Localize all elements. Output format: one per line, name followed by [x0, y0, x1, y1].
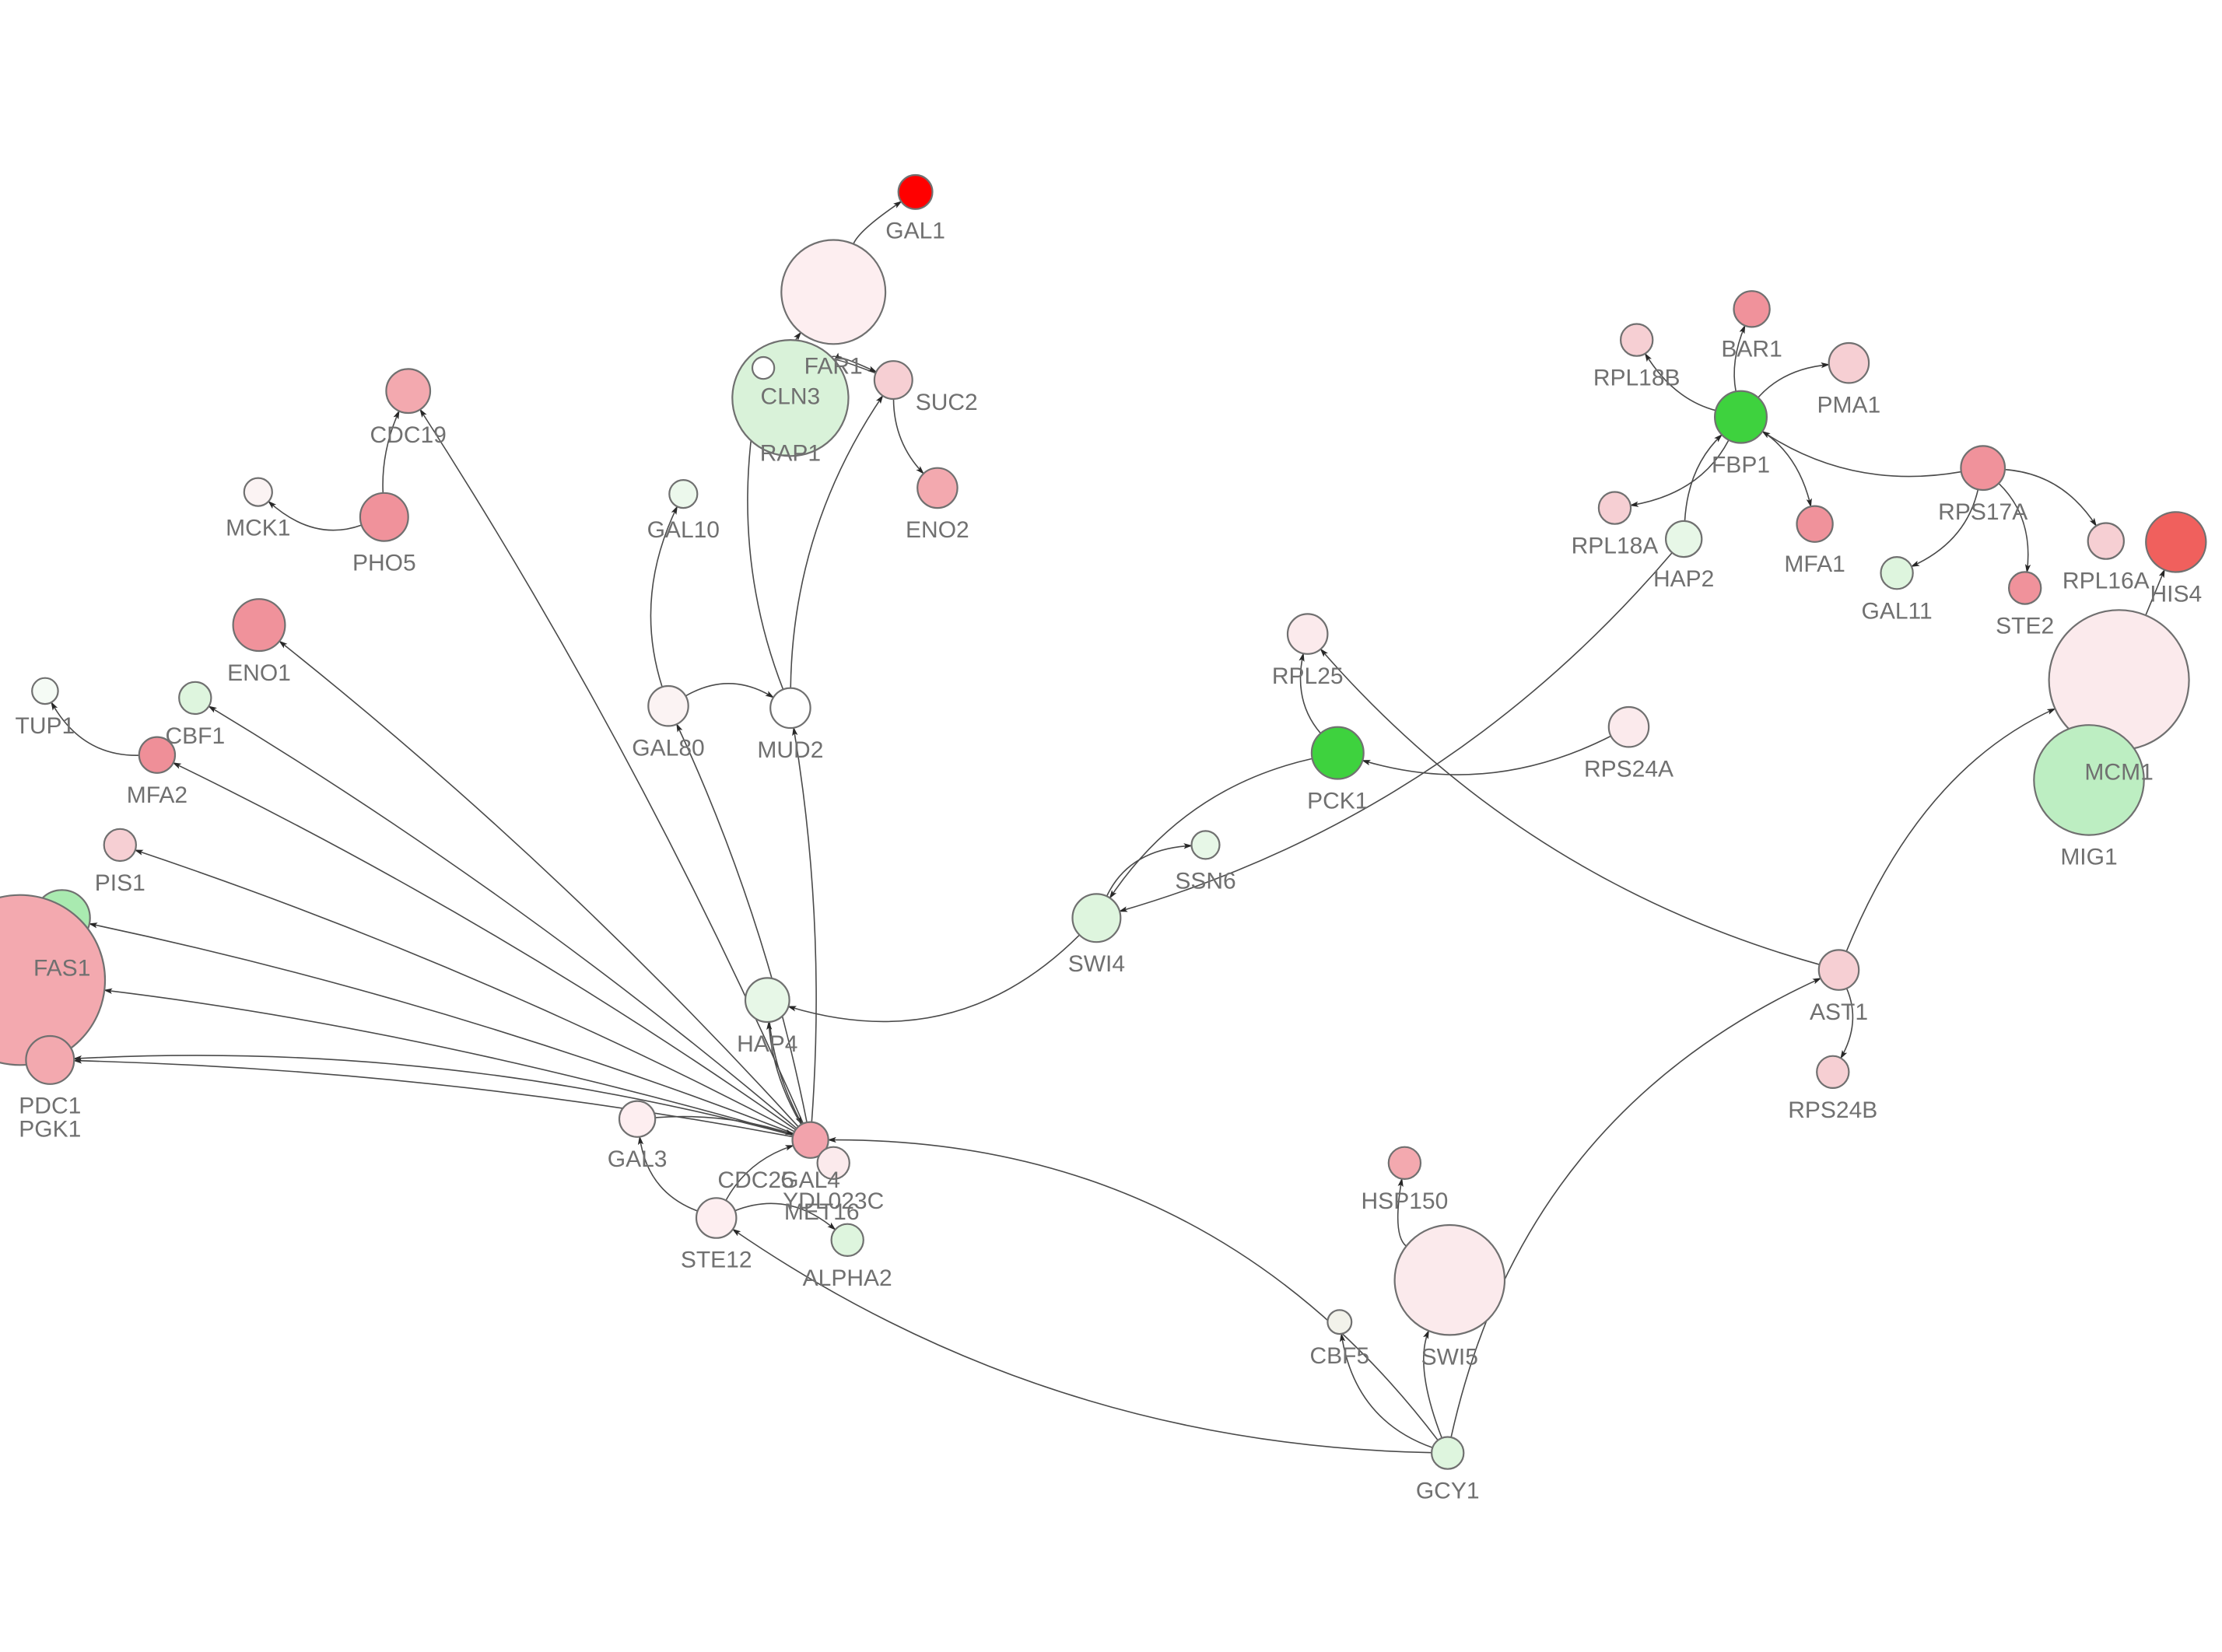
- svg-text:PHO5: PHO5: [352, 551, 416, 576]
- svg-text:SWI4: SWI4: [1068, 951, 1125, 977]
- svg-text:SWI5: SWI5: [1421, 1344, 1478, 1370]
- svg-text:TUP1: TUP1: [16, 713, 75, 739]
- svg-text:CDC19: CDC19: [370, 422, 447, 448]
- svg-text:RPL18B: RPL18B: [1593, 366, 1681, 391]
- svg-text:RPL18A: RPL18A: [1572, 534, 1659, 559]
- svg-text:PDC1: PDC1: [19, 1094, 81, 1119]
- svg-text:MCM1: MCM1: [2084, 759, 2153, 785]
- svg-text:PCK1: PCK1: [1307, 789, 1368, 814]
- svg-text:FAS1: FAS1: [33, 955, 90, 981]
- svg-text:ENO1: ENO1: [227, 660, 291, 686]
- svg-text:GAL1: GAL1: [885, 219, 945, 244]
- svg-text:MIG1: MIG1: [2060, 845, 2117, 870]
- svg-text:GAL10: GAL10: [647, 517, 720, 543]
- svg-text:RPL25: RPL25: [1272, 663, 1344, 689]
- svg-text:MFA2: MFA2: [127, 782, 188, 808]
- svg-text:MET16: MET16: [784, 1199, 860, 1225]
- svg-text:HAP4: HAP4: [737, 1031, 797, 1057]
- svg-text:CBF1: CBF1: [165, 723, 225, 749]
- svg-text:GAL3: GAL3: [608, 1146, 668, 1172]
- svg-text:FAR1: FAR1: [804, 353, 863, 379]
- svg-text:CLN3: CLN3: [761, 384, 821, 410]
- svg-text:RAP1: RAP1: [760, 441, 821, 467]
- svg-text:SUC2: SUC2: [916, 390, 978, 415]
- svg-text:PMA1: PMA1: [1817, 392, 1881, 418]
- svg-text:MCK1: MCK1: [226, 516, 290, 541]
- svg-text:RPS17A: RPS17A: [1938, 499, 2027, 525]
- svg-text:BAR1: BAR1: [1721, 336, 1782, 362]
- svg-text:PIS1: PIS1: [95, 870, 145, 896]
- svg-text:ALPHA2: ALPHA2: [803, 1265, 892, 1291]
- svg-text:MUD2: MUD2: [757, 737, 823, 763]
- svg-text:AST1: AST1: [1810, 999, 1868, 1025]
- svg-text:CBF5: CBF5: [1309, 1343, 1369, 1369]
- svg-text:GCY1: GCY1: [1416, 1479, 1480, 1504]
- svg-text:ENO2: ENO2: [906, 517, 969, 543]
- svg-text:MFA1: MFA1: [1784, 551, 1845, 577]
- svg-text:GAL80: GAL80: [632, 735, 704, 761]
- svg-text:CDC25: CDC25: [717, 1167, 794, 1193]
- svg-text:PGK1: PGK1: [19, 1117, 81, 1143]
- svg-text:RPS24B: RPS24B: [1788, 1097, 1877, 1123]
- svg-text:HSP150: HSP150: [1362, 1188, 1449, 1214]
- svg-text:RPS24A: RPS24A: [1584, 756, 1674, 782]
- svg-text:SSN6: SSN6: [1175, 868, 1235, 894]
- svg-text:STE2: STE2: [1996, 614, 2054, 639]
- svg-text:GAL11: GAL11: [1862, 598, 1933, 624]
- svg-text:HIS4: HIS4: [2150, 581, 2202, 607]
- svg-text:HAP2: HAP2: [1653, 566, 1714, 592]
- svg-text:FBP1: FBP1: [1712, 453, 1770, 478]
- svg-text:RPL16A: RPL16A: [2063, 569, 2150, 594]
- svg-text:STE12: STE12: [681, 1248, 752, 1273]
